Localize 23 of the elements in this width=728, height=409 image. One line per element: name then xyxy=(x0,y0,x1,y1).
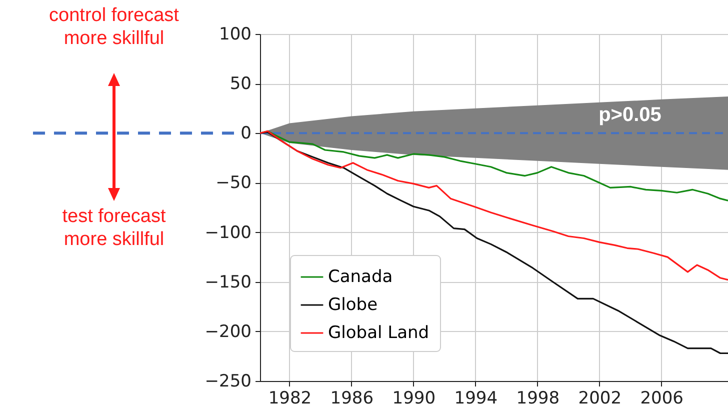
y-tick-label: −200 xyxy=(204,322,252,342)
y-tick-label: −150 xyxy=(204,272,252,292)
y-tick-label: −250 xyxy=(204,372,252,392)
annotation: p>0.05 xyxy=(598,104,662,127)
x-tick-label: 1998 xyxy=(516,388,560,408)
line-series xyxy=(260,131,728,354)
legend-label: Canada xyxy=(328,267,393,287)
x-tick-label: 2002 xyxy=(578,388,622,408)
line-series xyxy=(260,130,728,281)
x-tick-label: 1986 xyxy=(330,388,374,408)
text: control forecast more skillful xyxy=(49,5,179,49)
legend-label: Global Land xyxy=(328,323,430,343)
x-tick-label: 1990 xyxy=(392,388,436,408)
x-tick-label: 2006 xyxy=(640,388,684,408)
y-tick-label: 50 xyxy=(230,74,252,94)
text: test forecast more skillful xyxy=(62,206,166,250)
y-tick-label: −100 xyxy=(204,222,252,243)
y-tick-label: −50 xyxy=(216,173,252,194)
y-tick-label: 100 xyxy=(219,24,252,44)
x-tick-label: 1982 xyxy=(268,388,312,408)
legend-label: Globe xyxy=(328,295,378,315)
y-tick-label: 0 xyxy=(240,124,252,144)
x-tick-label: 1994 xyxy=(454,388,498,408)
